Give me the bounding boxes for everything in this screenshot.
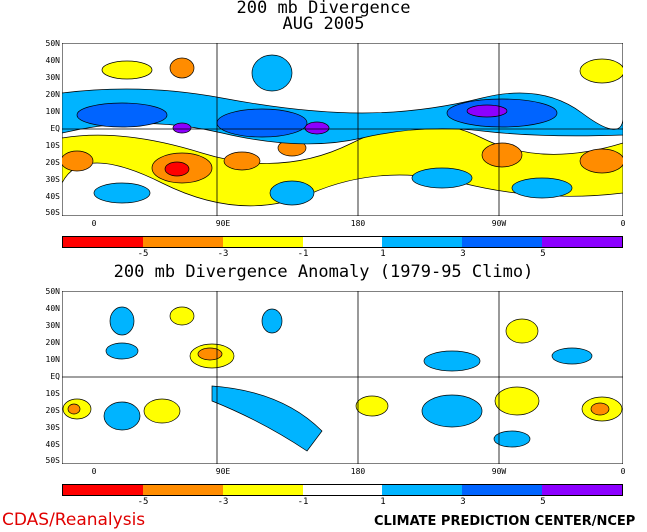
bottom-colorbar-label: -1 <box>297 497 309 507</box>
bottom-colorbar-label: 1 <box>380 497 386 507</box>
bottom-colorbar-label: 5 <box>540 497 546 507</box>
top-lat-label: 30S <box>45 175 60 184</box>
bottom-lat-label: 20S <box>45 406 60 415</box>
bottom-lat-label: 50S <box>45 456 60 465</box>
top-colorbar-label: 5 <box>540 249 546 259</box>
bottom-lon-label: 90E <box>215 467 231 476</box>
bottom-lat-label: EQ <box>50 372 60 381</box>
bottom-lat-label: 10N <box>45 355 60 364</box>
top-lat-label: 20S <box>45 158 60 167</box>
top-lat-label: 50S <box>45 208 60 217</box>
top-colorbar-label: -3 <box>217 249 229 259</box>
top-colorbar-label: -5 <box>137 249 149 259</box>
top-lat-label: 20N <box>45 90 60 99</box>
top-lat-label: 30N <box>45 73 60 82</box>
top-colorbar-label: 3 <box>460 249 466 259</box>
bottom-lon-label: 0 <box>91 467 97 476</box>
bottom-colorbar-label: 3 <box>460 497 466 507</box>
top-colorbar-label: 1 <box>380 249 386 259</box>
top-map-date: AUG 2005 <box>282 14 365 34</box>
agency-credit: CLIMATE PREDICTION CENTER/NCEP <box>374 514 636 529</box>
top-lat-label: 10S <box>45 141 60 150</box>
top-lon-label: 180 <box>350 219 366 228</box>
top-map-title: 200 mb Divergence <box>236 0 411 18</box>
source-credit: CDAS/Reanalysis <box>2 510 146 530</box>
top-colorbar-label: -1 <box>297 249 309 259</box>
bottom-lat-label: 20N <box>45 338 60 347</box>
bottom-colorbar-label: -5 <box>137 497 149 507</box>
bottom-colorbar-label: -3 <box>217 497 229 507</box>
top-lat-label: EQ <box>50 124 60 133</box>
bottom-lat-label: 50N <box>45 287 60 296</box>
top-colorbar <box>62 236 623 248</box>
top-lon-label: 90E <box>215 219 231 228</box>
bottom-lon-label: 180 <box>350 467 366 476</box>
top-lat-label: 10N <box>45 107 60 116</box>
bottom-lat-label: 40N <box>45 304 60 313</box>
top-lon-label: 90W <box>491 219 507 228</box>
bottom-lat-label: 30N <box>45 321 60 330</box>
divergence-map <box>62 43 623 216</box>
bottom-lon-label: 0 <box>620 467 626 476</box>
bottom-lon-label: 90W <box>491 467 507 476</box>
bottom-lat-label: 30S <box>45 423 60 432</box>
top-lon-label: 0 <box>91 219 97 228</box>
top-lon-label: 0 <box>620 219 626 228</box>
top-lat-label: 50N <box>45 39 60 48</box>
bottom-colorbar <box>62 484 623 496</box>
top-lat-label: 40S <box>45 192 60 201</box>
bottom-lat-label: 10S <box>45 389 60 398</box>
top-lat-label: 40N <box>45 56 60 65</box>
divergence-anomaly-map <box>62 291 623 464</box>
bottom-map-title: 200 mb Divergence Anomaly (1979-95 Climo… <box>113 262 534 282</box>
bottom-lat-label: 40S <box>45 440 60 449</box>
